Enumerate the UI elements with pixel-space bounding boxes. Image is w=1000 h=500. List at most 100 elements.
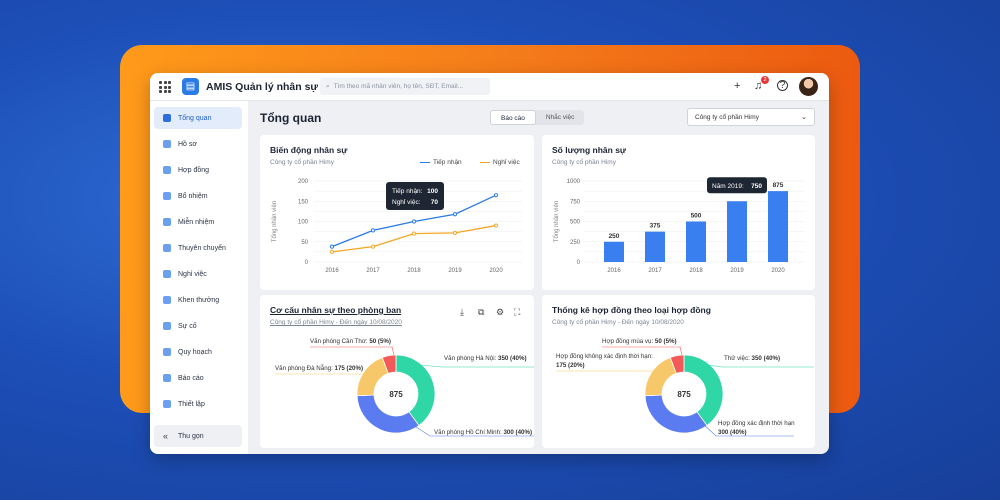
fullscreen-icon[interactable]: ⛶ — [514, 307, 521, 317]
tooltip-label: Tiếp nhận: — [392, 186, 423, 195]
sidebar-item[interactable]: Bổ nhiệm — [154, 185, 242, 207]
company-select-value: Công ty cổ phần Himy — [695, 113, 759, 121]
company-select[interactable]: Công ty cổ phần Himy ⌄ — [687, 108, 815, 126]
y-tick-label: 750 — [570, 199, 581, 205]
slice-label: Hợp đồng xác định thời hạn — [718, 420, 795, 427]
x-tick-label: 2018 — [689, 268, 703, 274]
sidebar-item[interactable]: Miễn nhiệm — [154, 211, 242, 233]
open-external-icon[interactable]: ⧉ — [478, 307, 485, 317]
y-axis-label: Tổng nhân viên — [553, 201, 560, 242]
data-point — [493, 223, 499, 228]
y-tick-label: 0 — [577, 260, 581, 266]
pie-slice — [644, 394, 708, 434]
sidebar-item[interactable]: Sự cố — [154, 315, 242, 337]
slice-label-name: Thử việc: — [724, 355, 752, 362]
slice-label-value: 50 (5%) — [369, 338, 391, 345]
resign-icon — [163, 270, 171, 278]
bar — [727, 201, 747, 262]
data-label: 500 — [691, 213, 702, 220]
y-tick-label: 0 — [305, 260, 309, 266]
card-title[interactable]: Cơ cấu nhân sự theo phòng ban — [270, 305, 402, 315]
y-tick-label: 200 — [298, 179, 309, 185]
collapse-icon: « — [163, 431, 169, 441]
slice-label-value: 175 (20%) — [335, 365, 364, 372]
slice-label: Hợp đồng không xác định thời hạn: — [556, 353, 653, 360]
tooltip-label: Năm 2019: — [712, 183, 744, 190]
sidebar-item-label: Bổ nhiệm — [178, 192, 208, 200]
slice-label-name: Hợp đồng mùa vụ: — [602, 338, 655, 345]
bell-icon[interactable]: ♫ — [754, 80, 763, 92]
tab-reminders[interactable]: Nhắc việc — [545, 114, 575, 121]
sidebar-item[interactable]: Báo cáo — [154, 367, 242, 389]
slice-label: Văn phòng Đà Nẵng: 175 (20%) — [275, 365, 363, 372]
leader-line — [602, 346, 683, 356]
sidebar-item[interactable]: Tổng quan — [154, 107, 242, 129]
slice-label-name: Hợp đồng xác định thời hạn — [718, 420, 795, 427]
sidebar-item-label: Tổng quan — [178, 114, 212, 122]
y-tick-label: 150 — [298, 199, 309, 205]
data-label: 375 — [650, 223, 661, 230]
dashboard-icon — [163, 114, 171, 122]
sidebar-item[interactable]: Hợp đồng — [154, 159, 242, 181]
appoint-icon — [163, 192, 171, 200]
y-tick-label: 500 — [570, 220, 581, 226]
series-line — [331, 224, 497, 253]
sidebar-item[interactable]: Khen thưởng — [154, 289, 242, 311]
app-title: AMIS Quản lý nhân sự — [206, 81, 319, 93]
reward-icon — [163, 296, 171, 304]
app-grid-icon[interactable] — [159, 81, 171, 93]
legend-label: Nghỉ việc — [493, 159, 520, 166]
pie-slice — [356, 394, 420, 434]
slice-label-name: Văn phòng Hồ Chí Minh: — [434, 429, 503, 436]
avatar[interactable] — [799, 77, 818, 96]
contract-icon — [163, 166, 171, 174]
add-icon[interactable]: + — [734, 80, 741, 92]
legend-label: Tiếp nhận — [433, 159, 462, 166]
legend-item-received[interactable]: Tiếp nhận — [420, 159, 462, 166]
help-icon[interactable]: ? — [777, 80, 788, 91]
tab-report[interactable]: Báo cáo — [490, 110, 536, 125]
slice-label: Văn phòng Hà Nội: 350 (40%) — [444, 355, 527, 362]
pie-slice — [669, 354, 685, 374]
slice-label-name: Văn phòng Cần Thơ: — [310, 338, 369, 345]
data-point — [329, 244, 335, 249]
card-title: Biến động nhân sự — [270, 145, 348, 155]
gear-icon[interactable]: ⚙ — [496, 307, 505, 317]
settings-icon — [163, 400, 171, 408]
tooltip-box — [707, 177, 767, 194]
sidebar-item-label: Sự cố — [178, 322, 197, 330]
user-icon — [163, 140, 171, 148]
slice-label: Văn phòng Hồ Chí Minh: 300 (40%) — [434, 429, 532, 436]
search-input[interactable]: ⌕ Tìm theo mã nhân viên, họ tên, SĐT, Em… — [320, 78, 490, 95]
data-point — [452, 230, 458, 235]
sidebar-item[interactable]: Thiết lập — [154, 393, 242, 415]
x-tick-label: 2019 — [730, 268, 744, 274]
app-window: ▤ AMIS Quản lý nhân sự ⌕ Tìm theo mã nhâ… — [150, 73, 829, 454]
sidebar-item[interactable]: Thuyên chuyển — [154, 237, 242, 259]
data-point — [493, 193, 499, 198]
card-title: Số lượng nhân sự — [552, 145, 627, 155]
card-contract: Thống kê hợp đồng theo loại hợp đồng Côn… — [542, 295, 815, 448]
card-subtitle: Công ty cổ phần Himy — [270, 159, 334, 166]
bar-chart: 0 250 500 750 1000 Tổng nhân viên 2016 250 2017 3… — [553, 177, 804, 274]
top-bar: ▤ AMIS Quản lý nhân sự ⌕ Tìm theo mã nhâ… — [150, 73, 829, 101]
slice-label-value: 300 (40%) — [718, 429, 747, 436]
collapse-label: Thu gọn — [178, 432, 204, 440]
sidebar-item-label: Hợp đồng — [178, 166, 210, 174]
data-label: 250 — [609, 233, 620, 240]
legend-item-resigned[interactable]: Nghỉ việc — [480, 159, 520, 166]
download-icon[interactable]: ⤓ — [460, 307, 464, 317]
x-tick-label: 2020 — [489, 268, 503, 274]
sidebar-item-label: Quy hoạch — [178, 348, 212, 356]
tooltip-value: 100 — [427, 188, 438, 195]
sidebar-item[interactable]: Hồ sơ — [154, 133, 242, 155]
x-tick-label: 2016 — [325, 268, 339, 274]
sidebar-item[interactable]: Nghỉ việc — [154, 263, 242, 285]
chevron-down-icon: ⌄ — [801, 114, 807, 121]
card-fluctuation: Biến động nhân sự Công ty cổ phần Himy T… — [260, 135, 534, 290]
sidebar-item-label: Nghỉ việc — [178, 270, 207, 278]
collapse-button[interactable]: « Thu gọn — [154, 425, 242, 447]
sidebar-item[interactable]: Quy hoạch — [154, 341, 242, 363]
y-tick-label: 100 — [298, 220, 309, 226]
